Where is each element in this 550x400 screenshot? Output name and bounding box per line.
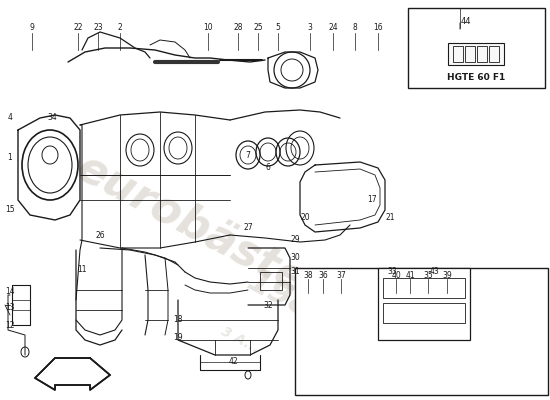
Bar	[477, 46, 487, 62]
Text: 5: 5	[276, 24, 280, 32]
Text: HGTE 60 F1: HGTE 60 F1	[447, 74, 505, 82]
Text: 6: 6	[266, 164, 271, 172]
Bar	[448, 43, 504, 65]
Text: 31: 31	[290, 268, 300, 276]
Text: 22: 22	[73, 24, 82, 32]
Text: 19: 19	[173, 334, 183, 342]
Text: 17: 17	[367, 196, 377, 204]
Text: 39: 39	[442, 270, 452, 280]
Text: 23: 23	[93, 24, 103, 32]
Text: 34: 34	[47, 114, 57, 122]
Text: 2: 2	[118, 24, 122, 32]
Bar	[378, 268, 470, 340]
Text: 33: 33	[387, 268, 397, 276]
Text: 1985: 1985	[241, 264, 339, 336]
Bar	[408, 8, 545, 88]
Text: 18: 18	[173, 316, 183, 324]
Text: 12: 12	[6, 320, 15, 330]
Text: eurobäster: eurobäster	[68, 146, 332, 314]
Text: 10: 10	[203, 24, 213, 32]
Text: 41: 41	[405, 270, 415, 280]
Text: 3: 3	[307, 24, 312, 32]
Text: 30: 30	[290, 254, 300, 262]
Text: 26: 26	[95, 230, 105, 240]
Bar	[260, 272, 282, 290]
Text: 36: 36	[318, 270, 328, 280]
Bar	[383, 278, 465, 298]
Text: 42: 42	[228, 358, 238, 366]
Bar	[383, 303, 465, 323]
Text: 25: 25	[253, 24, 263, 32]
Text: 9: 9	[30, 24, 35, 32]
Bar	[295, 268, 548, 395]
Text: 21: 21	[385, 214, 395, 222]
Text: 1: 1	[8, 154, 12, 162]
Text: 38: 38	[303, 270, 313, 280]
Text: 37: 37	[336, 270, 346, 280]
Text: 28: 28	[233, 24, 243, 32]
Text: 11: 11	[77, 266, 87, 274]
Text: 14: 14	[5, 288, 15, 296]
Text: 4: 4	[8, 114, 13, 122]
Text: 16: 16	[373, 24, 383, 32]
Text: 44: 44	[461, 18, 471, 26]
Text: 3 A...: 3 A...	[218, 324, 261, 356]
Text: 20: 20	[300, 214, 310, 222]
Text: 24: 24	[328, 24, 338, 32]
Bar	[465, 46, 475, 62]
Text: 8: 8	[353, 24, 358, 32]
Text: 13: 13	[5, 304, 15, 312]
Text: 15: 15	[5, 206, 15, 214]
Text: 43: 43	[430, 268, 440, 276]
Text: 35: 35	[423, 270, 433, 280]
Text: 40: 40	[391, 270, 401, 280]
Text: 29: 29	[290, 236, 300, 244]
Bar	[453, 46, 463, 62]
Bar	[489, 46, 499, 62]
Text: 27: 27	[243, 224, 253, 232]
Text: 32: 32	[263, 300, 273, 310]
Text: 7: 7	[245, 150, 250, 160]
